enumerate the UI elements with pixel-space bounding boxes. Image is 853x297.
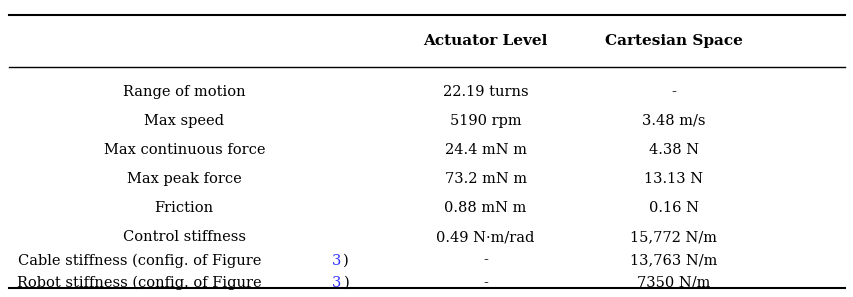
Text: 7350 N/m: 7350 N/m <box>636 276 710 290</box>
Text: -: - <box>483 254 487 268</box>
Text: 0.16 N: 0.16 N <box>648 201 698 215</box>
Text: 73.2 mN m: 73.2 mN m <box>444 172 526 186</box>
Text: ): ) <box>343 254 349 268</box>
Text: 13.13 N: 13.13 N <box>643 172 703 186</box>
Text: 15,772 N/m: 15,772 N/m <box>630 230 717 244</box>
Text: 24.4 mN m: 24.4 mN m <box>444 143 526 157</box>
Text: Max peak force: Max peak force <box>127 172 241 186</box>
Text: 22.19 turns: 22.19 turns <box>442 85 528 99</box>
Text: Cable stiffness (config. of Figure: Cable stiffness (config. of Figure <box>18 253 265 268</box>
Text: Range of motion: Range of motion <box>123 85 246 99</box>
Text: -: - <box>670 85 676 99</box>
Text: 3: 3 <box>332 276 341 290</box>
Text: ): ) <box>344 276 350 290</box>
Text: Cable stiffness (config. of Figure 3): Cable stiffness (config. of Figure 3) <box>53 253 316 268</box>
Text: Max continuous force: Max continuous force <box>103 143 264 157</box>
Text: 13,763 N/m: 13,763 N/m <box>630 254 717 268</box>
Text: Actuator Level: Actuator Level <box>423 34 547 48</box>
Text: 0.49 N·m/rad: 0.49 N·m/rad <box>436 230 534 244</box>
Text: Control stiffness: Control stiffness <box>123 230 246 244</box>
Text: 3: 3 <box>331 254 340 268</box>
Text: 3.48 m/s: 3.48 m/s <box>641 114 705 128</box>
Text: Friction: Friction <box>154 201 213 215</box>
Text: Cartesian Space: Cartesian Space <box>604 34 742 48</box>
Text: 0.88 mN m: 0.88 mN m <box>444 201 526 215</box>
Text: Robot stiffness (config. of Figure: Robot stiffness (config. of Figure <box>17 276 266 290</box>
Text: Max speed: Max speed <box>144 114 224 128</box>
Text: 4.38 N: 4.38 N <box>648 143 698 157</box>
Text: Robot stiffness (config. of Figure 3): Robot stiffness (config. of Figure 3) <box>52 276 316 290</box>
Text: 5190 rpm: 5190 rpm <box>450 114 521 128</box>
Text: -: - <box>483 276 487 290</box>
